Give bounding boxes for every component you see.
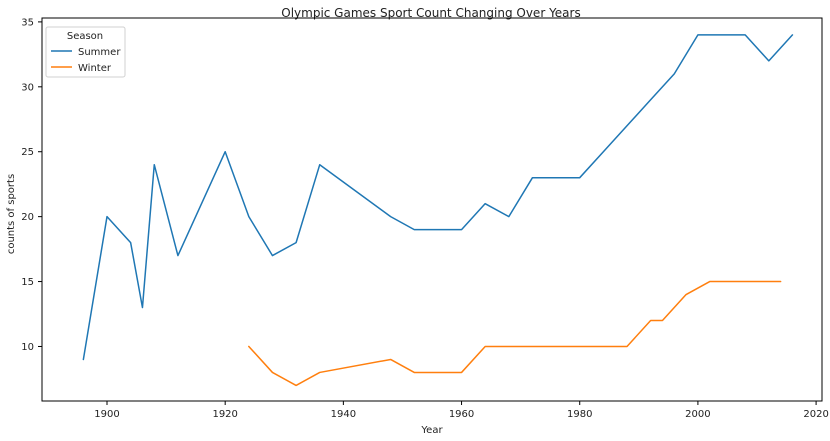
y-tick-label: 35 [21, 17, 34, 28]
y-tick-label: 10 [21, 342, 34, 353]
x-tick-label: 1920 [212, 409, 237, 420]
legend-title: Season [67, 31, 103, 42]
x-axis-label: Year [420, 425, 443, 436]
x-tick-label: 1900 [94, 409, 119, 420]
x-tick-label: 1960 [449, 409, 474, 420]
y-tick-label: 20 [21, 212, 34, 223]
series-line-summer [82, 34, 794, 361]
legend-summer-label: Summer [78, 47, 121, 58]
y-axis-ticks: 10 15 20 25 30 35 [21, 17, 42, 353]
series-line-winter [248, 280, 782, 387]
legend-box [45, 26, 126, 78]
x-axis-ticks: 1900 1920 1940 1960 1980 2000 2020 [94, 401, 829, 420]
legend: Season Summer Winter [45, 26, 126, 78]
y-tick-label: 30 [21, 82, 34, 93]
y-tick-label: 15 [21, 277, 34, 288]
chart-title: Olympic Games Sport Count Changing Over … [281, 6, 580, 20]
y-tick-label: 25 [21, 147, 34, 158]
x-tick-label: 1980 [567, 409, 592, 420]
x-tick-label: 1940 [331, 409, 356, 420]
legend-winter-label: Winter [78, 63, 112, 74]
series-layer [82, 34, 794, 387]
y-axis-label: counts of sports [6, 174, 17, 254]
x-tick-label: 2020 [803, 409, 828, 420]
x-tick-label: 2000 [685, 409, 710, 420]
plot-frame [41, 17, 823, 402]
